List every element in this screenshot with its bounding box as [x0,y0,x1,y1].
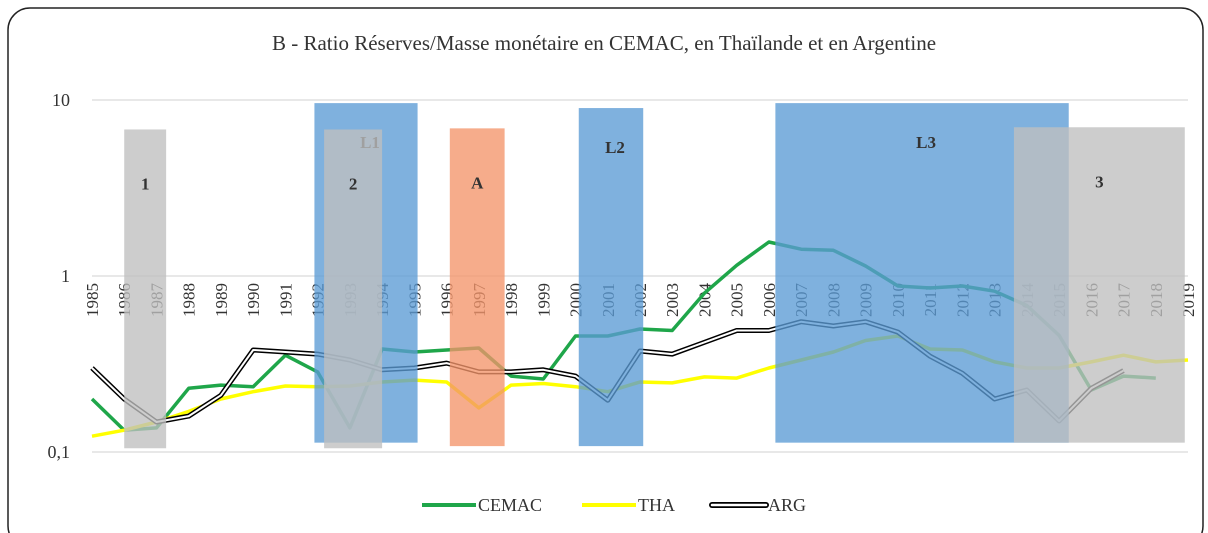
y-tick-label: 10 [52,90,70,110]
x-tick-label: 1985 [83,283,102,317]
band-label: 2 [349,174,358,193]
x-tick-label: 1991 [276,283,295,317]
period-band [124,129,167,449]
x-tick-label: 1990 [244,283,263,317]
chart-title: B - Ratio Réserves/Masse monétaire en CE… [272,31,936,55]
x-tick-label: 1999 [534,283,553,317]
x-tick-label: 2003 [663,283,682,317]
x-tick-label: 1989 [212,283,231,317]
band-label: 3 [1095,172,1104,191]
y-tick-label: 1 [61,266,70,286]
x-tick-label: 1998 [502,283,521,317]
x-tick-label: 2005 [728,283,747,317]
period-band [1013,127,1185,443]
band-label: A [471,173,484,192]
band-label: L2 [605,138,625,157]
x-tick-label: 2004 [695,283,714,318]
period-band [449,128,505,447]
x-tick-label: 1988 [180,283,199,317]
band-label: 1 [141,174,150,193]
y-tick-label: 0,1 [48,442,71,462]
legend-label: CEMAC [478,495,542,515]
x-tick-label: 2006 [760,283,779,317]
period-band [578,108,644,447]
legend-label: ARG [768,495,806,515]
band-label: L3 [916,133,936,152]
period-band [324,129,383,449]
legend-label: THA [638,495,675,515]
